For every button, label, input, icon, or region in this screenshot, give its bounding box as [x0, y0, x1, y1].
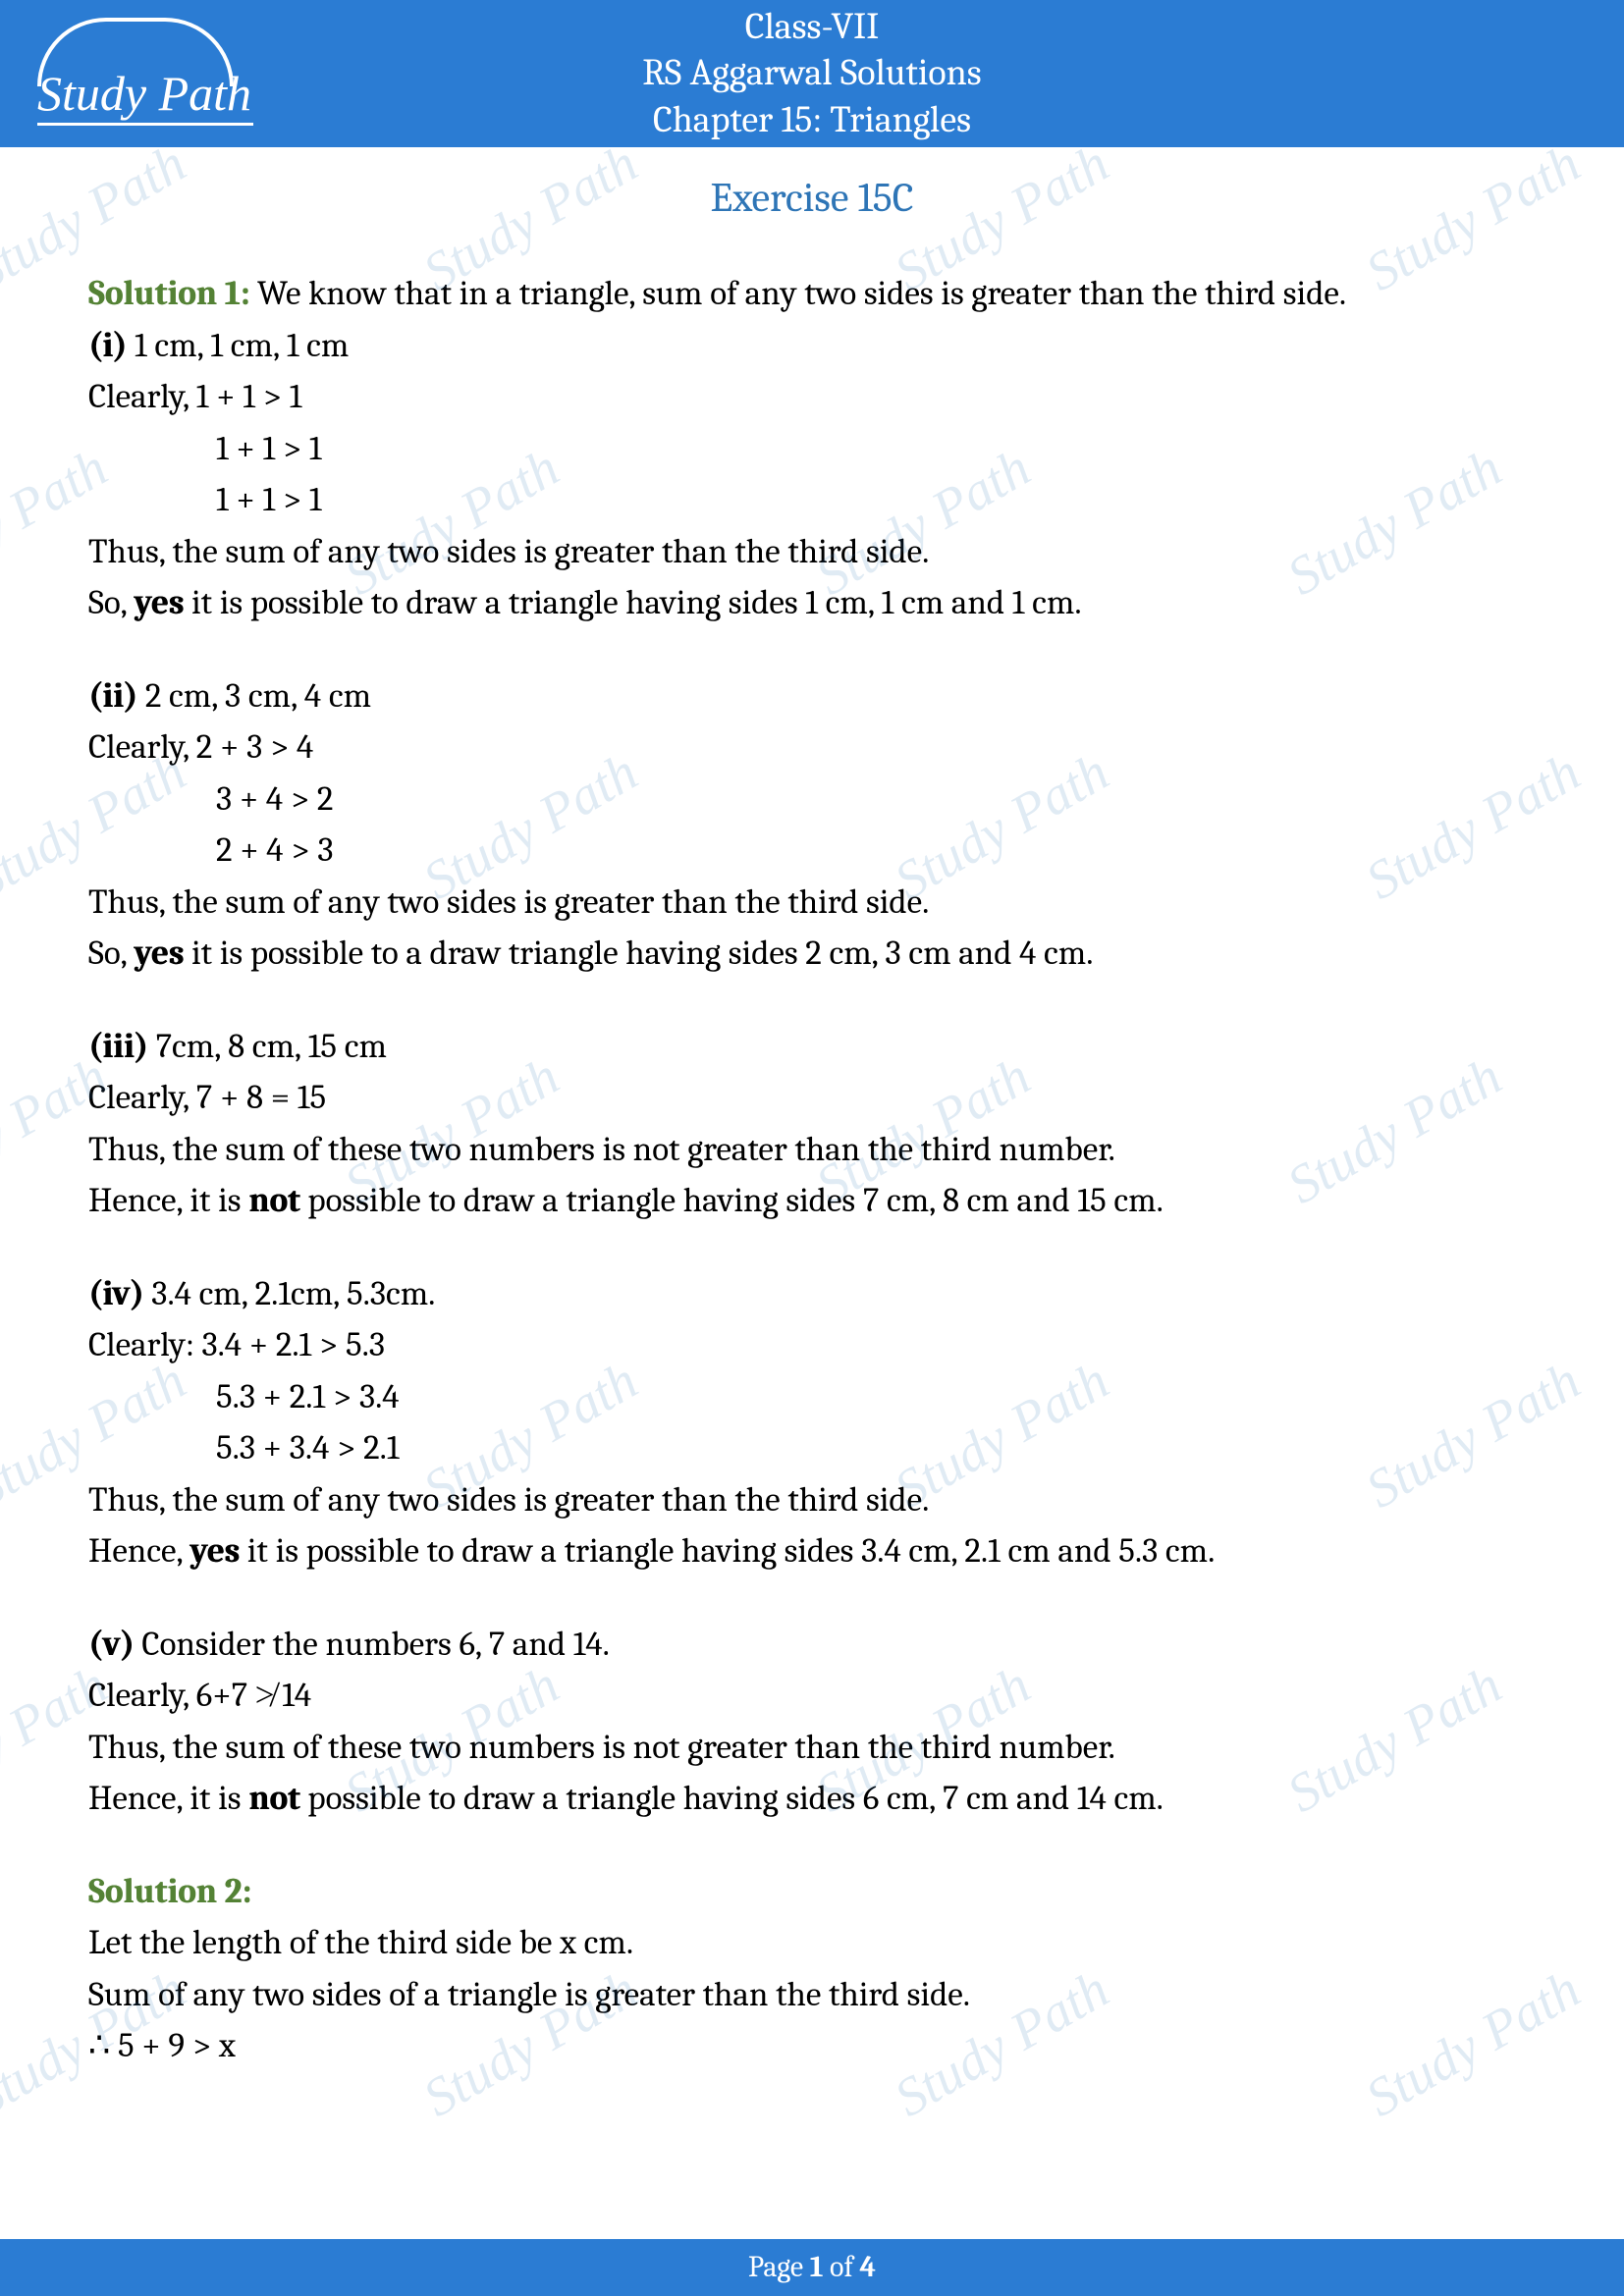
- part-i-conclusion2: So, yes it is possible to draw a triangl…: [88, 577, 1536, 629]
- solution-2-line1: Let the length of the third side be x cm…: [88, 1917, 1536, 1969]
- part-v-conclusion2: Hence, it is not possible to draw a tria…: [88, 1773, 1536, 1825]
- part-ii-conclusion1: Thus, the sum of any two sides is greate…: [88, 877, 1536, 929]
- footer-total: 4: [859, 2250, 876, 2284]
- part-iii-c2bold: not: [248, 1180, 299, 1220]
- part-iv-c2b: it is possible to draw a triangle having…: [240, 1530, 1215, 1571]
- solution-1-intro-text: We know that in a triangle, sum of any t…: [249, 273, 1346, 313]
- part-v-c2bold: not: [248, 1778, 299, 1818]
- part-iii-conclusion1: Thus, the sum of these two numbers is no…: [88, 1124, 1536, 1176]
- logo: Study Path: [29, 18, 265, 126]
- page-header: Study Path Class-VII RS Aggarwal Solutio…: [0, 0, 1624, 147]
- part-ii-conclusion2: So, yes it is possible to a draw triangl…: [88, 928, 1536, 980]
- part-iv-check1: Clearly: 3.4 + 2.1 > 5.3: [88, 1319, 1536, 1371]
- part-v-c2b: possible to draw a triangle having sides…: [300, 1778, 1164, 1818]
- part-ii-label: (ii): [88, 675, 137, 716]
- part-ii-check3: 2 + 4 > 3: [88, 825, 1536, 877]
- part-ii-check2: 3 + 4 > 2: [88, 774, 1536, 826]
- exercise-title: Exercise 15C: [88, 167, 1536, 229]
- part-iv-check3: 5.3 + 3.4 > 2.1: [88, 1422, 1536, 1474]
- part-ii-sides: 2 cm, 3 cm, 4 cm: [137, 675, 371, 716]
- part-iv-check2: 5.3 + 2.1 > 3.4: [88, 1371, 1536, 1423]
- part-iv-c2a: Hence,: [88, 1530, 189, 1571]
- footer-prefix: Page: [748, 2250, 810, 2284]
- logo-underline-icon: [37, 123, 253, 126]
- footer-mid: of: [823, 2250, 859, 2284]
- part-i-check3: 1 + 1 > 1: [88, 474, 1536, 526]
- part-iii-c2a: Hence, it is: [88, 1180, 248, 1220]
- part-ii-c2a: So,: [88, 933, 134, 973]
- part-ii-c2bold: yes: [134, 933, 184, 973]
- part-i-label: (i): [88, 325, 127, 365]
- part-v-sides: Consider the numbers 6, 7 and 14.: [135, 1624, 610, 1664]
- part-v-conclusion1: Thus, the sum of these two numbers is no…: [88, 1722, 1536, 1774]
- page-footer: Page 1 of 4: [0, 2239, 1624, 2296]
- part-iv-label: (iv): [88, 1273, 144, 1313]
- solution-2-line3: ∴ 5 + 9 > x: [88, 2020, 1536, 2072]
- solution-1-part-iii: (iii) 7cm, 8 cm, 15 cm Clearly, 7 + 8 = …: [88, 1021, 1536, 1227]
- part-iii-check1: Clearly, 7 + 8 = 15: [88, 1072, 1536, 1124]
- solution-1-part-ii: (ii) 2 cm, 3 cm, 4 cm Clearly, 2 + 3 > 4…: [88, 670, 1536, 980]
- solution-2: Solution 2: Let the length of the third …: [88, 1866, 1536, 2072]
- logo-text: Study Path: [37, 65, 251, 122]
- part-i-check1: Clearly, 1 + 1 > 1: [88, 371, 1536, 423]
- part-v-c2a: Hence, it is: [88, 1778, 248, 1818]
- solution-1-intro: Solution 1: We know that in a triangle, …: [88, 268, 1536, 629]
- solution-2-line2: Sum of any two sides of a triangle is gr…: [88, 1969, 1536, 2021]
- part-iii-conclusion2: Hence, it is not possible to draw a tria…: [88, 1175, 1536, 1227]
- page-content: Exercise 15C Solution 1: We know that in…: [0, 147, 1624, 2072]
- footer-current: 1: [810, 2250, 824, 2284]
- part-iv-sides: 3.4 cm, 2.1cm, 5.3cm.: [144, 1273, 436, 1313]
- part-iii-c2b: possible to draw a triangle having sides…: [300, 1180, 1164, 1220]
- solution-1-label: Solution 1:: [88, 273, 249, 313]
- part-iii-label: (iii): [88, 1026, 148, 1066]
- part-i-c2a: So,: [88, 582, 134, 622]
- part-v-check1: Clearly, 6+7 ≯ 14: [88, 1670, 1536, 1722]
- part-iii-sides: 7cm, 8 cm, 15 cm: [148, 1026, 387, 1066]
- part-ii-check1: Clearly, 2 + 3 > 4: [88, 721, 1536, 774]
- part-iv-conclusion1: Thus, the sum of any two sides is greate…: [88, 1474, 1536, 1526]
- solution-2-label: Solution 2:: [88, 1871, 251, 1911]
- part-i-conclusion1: Thus, the sum of any two sides is greate…: [88, 526, 1536, 578]
- part-iv-c2bold: yes: [189, 1530, 240, 1571]
- part-ii-c2b: it is possible to a draw triangle having…: [184, 933, 1093, 973]
- part-v-label: (v): [88, 1624, 135, 1664]
- part-i-sides: 1 cm, 1 cm, 1 cm: [127, 325, 349, 365]
- part-i-check2: 1 + 1 > 1: [88, 423, 1536, 475]
- part-iv-conclusion2: Hence, yes it is possible to draw a tria…: [88, 1525, 1536, 1577]
- part-i-c2b: it is possible to draw a triangle having…: [184, 582, 1081, 622]
- part-i-c2bold: yes: [134, 582, 184, 622]
- solution-1-part-iv: (iv) 3.4 cm, 2.1cm, 5.3cm. Clearly: 3.4 …: [88, 1268, 1536, 1577]
- solution-1-part-v: (v) Consider the numbers 6, 7 and 14. Cl…: [88, 1619, 1536, 1825]
